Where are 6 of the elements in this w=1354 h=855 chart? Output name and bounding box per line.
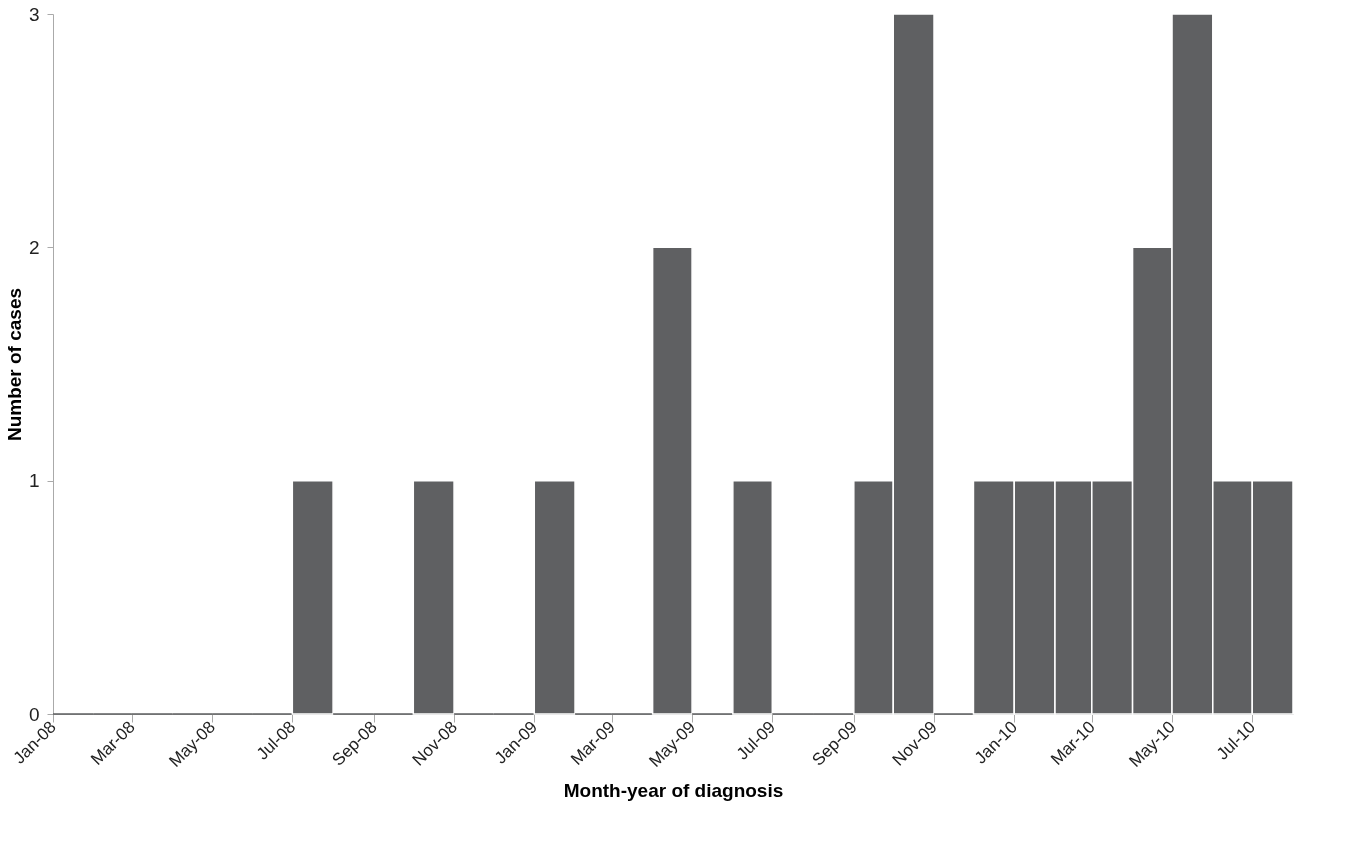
y-tick-label: 3 [28, 3, 40, 25]
y-tick-label: 1 [28, 470, 40, 492]
y-tick-label: 2 [28, 236, 40, 258]
y-tick-label: 0 [28, 703, 40, 725]
x-axis-title: Month-year of diagnosis [563, 780, 784, 802]
y-axis-title: Number of cases [3, 287, 25, 442]
